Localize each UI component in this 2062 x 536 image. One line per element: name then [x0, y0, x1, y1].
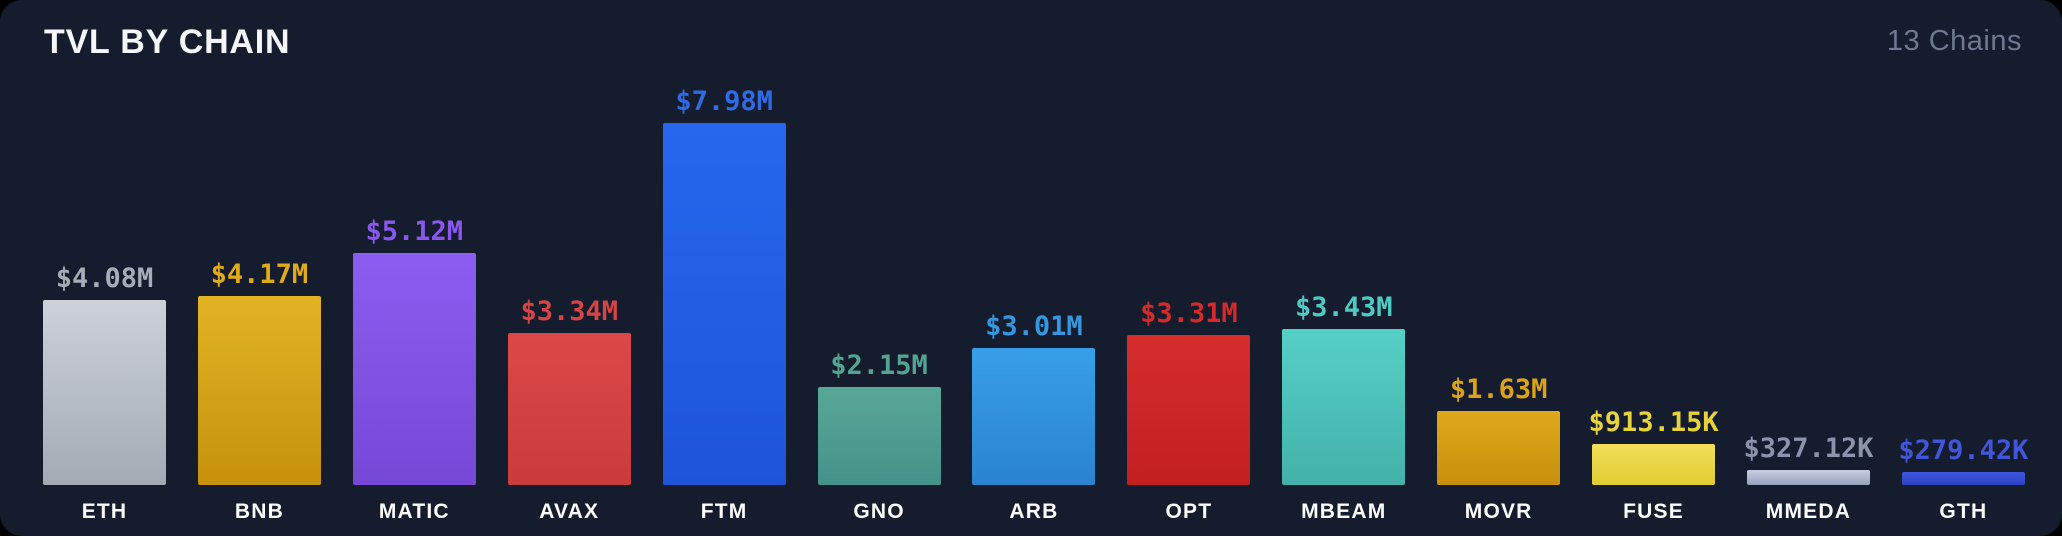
bar-arb[interactable]	[972, 348, 1096, 485]
bar-value-label-avax: $3.34M	[520, 296, 618, 327]
bar-column-opt: $3.31M OPT	[1127, 298, 1251, 525]
bar-movr[interactable]	[1437, 411, 1561, 485]
bar-chain-label-mmeda: MMEDA	[1765, 500, 1852, 523]
chains-count-badge: 13 Chains	[1886, 25, 2022, 57]
bar-column-ftm: $7.98M FTM	[662, 86, 786, 525]
bar-column-mmeda: $327.12K MMEDA	[1743, 435, 1873, 525]
bar-mbeam[interactable]	[1282, 329, 1406, 485]
bar-value-label-mbeam: $3.43M	[1294, 292, 1393, 323]
bar-eth[interactable]	[43, 300, 166, 485]
bar-column-avax: $3.34M AVAX	[507, 296, 631, 525]
bar-chain-label-gno: GNO	[853, 500, 905, 523]
bar-gth[interactable]	[1901, 472, 2025, 485]
bar-bnb[interactable]	[197, 296, 321, 485]
bar-chain-label-movr: MOVR	[1464, 500, 1533, 523]
bar-chain-label-mbeam: MBEAM	[1301, 500, 1387, 523]
card-header: TVL BY CHAIN 13 Chains	[0, 0, 2062, 61]
bar-column-movr: $1.63M MOVR	[1437, 374, 1561, 525]
bar-mmeda[interactable]	[1746, 470, 1870, 485]
bar-value-label-gth: $279.42K	[1898, 435, 2029, 466]
bar-ftm[interactable]	[662, 123, 786, 485]
bar-value-label-matic: $5.12M	[365, 216, 464, 247]
page-title: TVL BY CHAIN	[44, 23, 291, 61]
bar-value-label-eth: $4.08M	[55, 263, 154, 294]
bar-chain-label-opt: OPT	[1165, 500, 1213, 523]
bar-chain-label-bnb: BNB	[234, 500, 284, 523]
bar-value-label-opt: $3.31M	[1140, 298, 1238, 329]
bar-chain-label-avax: AVAX	[539, 500, 600, 523]
bar-column-gth: $279.42K GTH	[1898, 437, 2028, 525]
bar-avax[interactable]	[507, 333, 631, 485]
bar-chain-label-ftm: FTM	[700, 500, 748, 523]
bar-chain-label-fuse: FUSE	[1623, 500, 1684, 523]
bar-matic[interactable]	[352, 253, 476, 485]
tvl-bar-chart: $4.08M ETH $4.17M BNB $5.12M MATIC $3.34…	[43, 61, 2028, 536]
bar-gno[interactable]	[817, 387, 941, 485]
bar-column-gno: $2.15M GNO	[817, 350, 941, 525]
bar-chain-label-arb: ARB	[1009, 500, 1059, 523]
bar-value-label-movr: $1.63M	[1449, 374, 1548, 405]
bar-column-bnb: $4.17M BNB	[197, 259, 321, 525]
bar-column-mbeam: $3.43M MBEAM	[1282, 292, 1406, 525]
bar-opt[interactable]	[1127, 335, 1251, 485]
bar-value-label-ftm: $7.98M	[675, 86, 773, 117]
bar-value-label-mmeda: $327.12K	[1743, 433, 1874, 464]
bar-chain-label-eth: ETH	[81, 500, 128, 523]
bar-value-label-arb: $3.01M	[985, 311, 1083, 342]
bar-fuse[interactable]	[1592, 444, 1716, 485]
bar-chain-label-matic: MATIC	[378, 500, 450, 523]
bar-value-label-fuse: $913.15K	[1588, 407, 1719, 438]
bar-column-fuse: $913.15K FUSE	[1589, 409, 1719, 525]
bar-column-eth: $4.08M ETH	[43, 265, 166, 525]
bar-column-matic: $5.12M MATIC	[352, 216, 476, 525]
bar-chain-label-gth: GTH	[1939, 500, 1988, 523]
bar-value-label-gno: $2.15M	[830, 350, 928, 381]
bar-value-label-bnb: $4.17M	[210, 259, 309, 290]
bar-column-arb: $3.01M ARB	[972, 311, 1096, 525]
